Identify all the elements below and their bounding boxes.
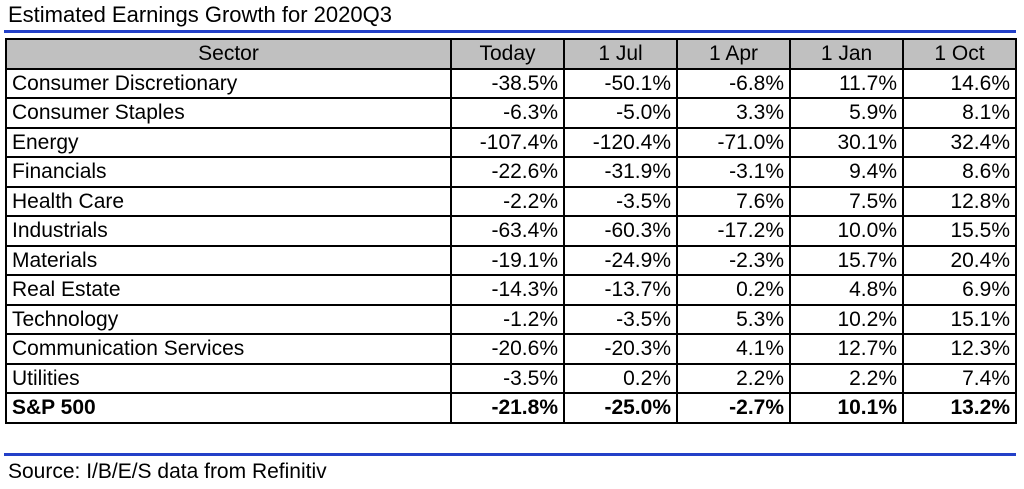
sector-name-cell: Utilities xyxy=(5,362,452,394)
growth-value-cell: -6.8% xyxy=(676,67,791,99)
growth-value-cell: -38.5% xyxy=(450,67,565,99)
table-row: Real Estate -14.3% -13.7% 0.2% 4.8% 6.9% xyxy=(5,274,1017,306)
growth-value-cell: -25.0% xyxy=(563,392,678,424)
growth-value-cell: -107.4% xyxy=(450,126,565,158)
growth-value-cell: -20.6% xyxy=(450,333,565,365)
table-total-row: S&P 500 -21.8% -25.0% -2.7% 10.1% 13.2% xyxy=(5,392,1017,424)
table-header-row: Sector Today 1 Jul 1 Apr 1 Jan 1 Oct xyxy=(5,38,1017,70)
growth-value-cell: 13.2% xyxy=(902,392,1017,424)
table-row: Consumer Discretionary -38.5% -50.1% -6.8% 1… xyxy=(5,67,1017,99)
growth-value-cell: -2.7% xyxy=(676,392,791,424)
growth-value-cell: 12.7% xyxy=(789,333,904,365)
table-row: Financials -22.6% -31.9% -3.1% 9.4% 8.6% xyxy=(5,156,1017,188)
source-divider xyxy=(4,453,1016,456)
table-row: Consumer Staples -6.3% -5.0% 3.3% 5.9% 8.1% xyxy=(5,97,1017,129)
growth-value-cell: 15.5% xyxy=(902,215,1017,247)
source-note: Source: I/B/E/S data from Refinitiv xyxy=(8,460,327,483)
growth-value-cell: 3.3% xyxy=(676,97,791,129)
column-header-1-jan: 1 Jan xyxy=(789,38,904,70)
growth-value-cell: -63.4% xyxy=(450,215,565,247)
column-header-1-apr: 1 Apr xyxy=(676,38,791,70)
growth-value-cell: -21.8% xyxy=(450,392,565,424)
column-header-sector: Sector xyxy=(5,38,452,70)
growth-value-cell: -3.1% xyxy=(676,156,791,188)
growth-value-cell: 12.8% xyxy=(902,185,1017,217)
growth-value-cell: 15.7% xyxy=(789,244,904,276)
growth-value-cell: -14.3% xyxy=(450,274,565,306)
growth-value-cell: -50.1% xyxy=(563,67,678,99)
growth-value-cell: 20.4% xyxy=(902,244,1017,276)
growth-value-cell: 32.4% xyxy=(902,126,1017,158)
growth-value-cell: 5.9% xyxy=(789,97,904,129)
sector-name-cell: Consumer Discretionary xyxy=(5,67,452,99)
growth-value-cell: -19.1% xyxy=(450,244,565,276)
growth-value-cell: -31.9% xyxy=(563,156,678,188)
growth-value-cell: 6.9% xyxy=(902,274,1017,306)
growth-value-cell: 12.3% xyxy=(902,333,1017,365)
growth-value-cell: 11.7% xyxy=(789,67,904,99)
table-row: Health Care -2.2% -3.5% 7.6% 7.5% 12.8% xyxy=(5,185,1017,217)
growth-value-cell: -17.2% xyxy=(676,215,791,247)
title-divider xyxy=(4,30,1016,33)
table-row: Industrials -63.4% -60.3% -17.2% 10.0% 15.5% xyxy=(5,215,1017,247)
sector-name-cell: Materials xyxy=(5,244,452,276)
growth-value-cell: 14.6% xyxy=(902,67,1017,99)
page-title: Estimated Earnings Growth for 2020Q3 xyxy=(8,2,392,27)
growth-value-cell: 5.3% xyxy=(676,303,791,335)
growth-value-cell: 7.4% xyxy=(902,362,1017,394)
earnings-growth-table: Sector Today 1 Jul 1 Apr 1 Jan 1 Oct Con… xyxy=(5,38,1017,424)
sector-name-cell: Energy xyxy=(5,126,452,158)
growth-value-cell: 8.1% xyxy=(902,97,1017,129)
table-row: Utilities -3.5% 0.2% 2.2% 2.2% 7.4% xyxy=(5,362,1017,394)
growth-value-cell: 15.1% xyxy=(902,303,1017,335)
growth-value-cell: -5.0% xyxy=(563,97,678,129)
sector-name-cell: Industrials xyxy=(5,215,452,247)
growth-value-cell: 9.4% xyxy=(789,156,904,188)
growth-value-cell: 2.2% xyxy=(789,362,904,394)
sector-name-cell: Consumer Staples xyxy=(5,97,452,129)
column-header-1-jul: 1 Jul xyxy=(563,38,678,70)
sector-name-cell: Communication Services xyxy=(5,333,452,365)
growth-value-cell: 8.6% xyxy=(902,156,1017,188)
sector-name-cell: Financials xyxy=(5,156,452,188)
table-row: Technology -1.2% -3.5% 5.3% 10.2% 15.1% xyxy=(5,303,1017,335)
growth-value-cell: -13.7% xyxy=(563,274,678,306)
growth-value-cell: -120.4% xyxy=(563,126,678,158)
growth-value-cell: 4.8% xyxy=(789,274,904,306)
growth-value-cell: -3.5% xyxy=(563,185,678,217)
column-header-1-oct: 1 Oct xyxy=(902,38,1017,70)
growth-value-cell: -2.2% xyxy=(450,185,565,217)
table-row: Communication Services -20.6% -20.3% 4.1% 12… xyxy=(5,333,1017,365)
growth-value-cell: -22.6% xyxy=(450,156,565,188)
sector-name-cell: Technology xyxy=(5,303,452,335)
growth-value-cell: 10.1% xyxy=(789,392,904,424)
growth-value-cell: -1.2% xyxy=(450,303,565,335)
growth-value-cell: -20.3% xyxy=(563,333,678,365)
growth-value-cell: -71.0% xyxy=(676,126,791,158)
growth-value-cell: -3.5% xyxy=(563,303,678,335)
column-header-today: Today xyxy=(450,38,565,70)
growth-value-cell: -60.3% xyxy=(563,215,678,247)
growth-value-cell: 7.6% xyxy=(676,185,791,217)
growth-value-cell: -6.3% xyxy=(450,97,565,129)
growth-value-cell: 4.1% xyxy=(676,333,791,365)
growth-value-cell: -3.5% xyxy=(450,362,565,394)
growth-value-cell: 10.0% xyxy=(789,215,904,247)
growth-value-cell: 2.2% xyxy=(676,362,791,394)
growth-value-cell: 30.1% xyxy=(789,126,904,158)
growth-value-cell: -24.9% xyxy=(563,244,678,276)
growth-value-cell: -2.3% xyxy=(676,244,791,276)
growth-value-cell: 0.2% xyxy=(676,274,791,306)
growth-value-cell: 0.2% xyxy=(563,362,678,394)
sector-name-cell: Health Care xyxy=(5,185,452,217)
sector-name-cell: S&P 500 xyxy=(5,392,452,424)
sector-name-cell: Real Estate xyxy=(5,274,452,306)
table-row: Materials -19.1% -24.9% -2.3% 15.7% 20.4% xyxy=(5,244,1017,276)
table-row: Energy -107.4% -120.4% -71.0% 30.1% 32.4% xyxy=(5,126,1017,158)
growth-value-cell: 10.2% xyxy=(789,303,904,335)
growth-value-cell: 7.5% xyxy=(789,185,904,217)
